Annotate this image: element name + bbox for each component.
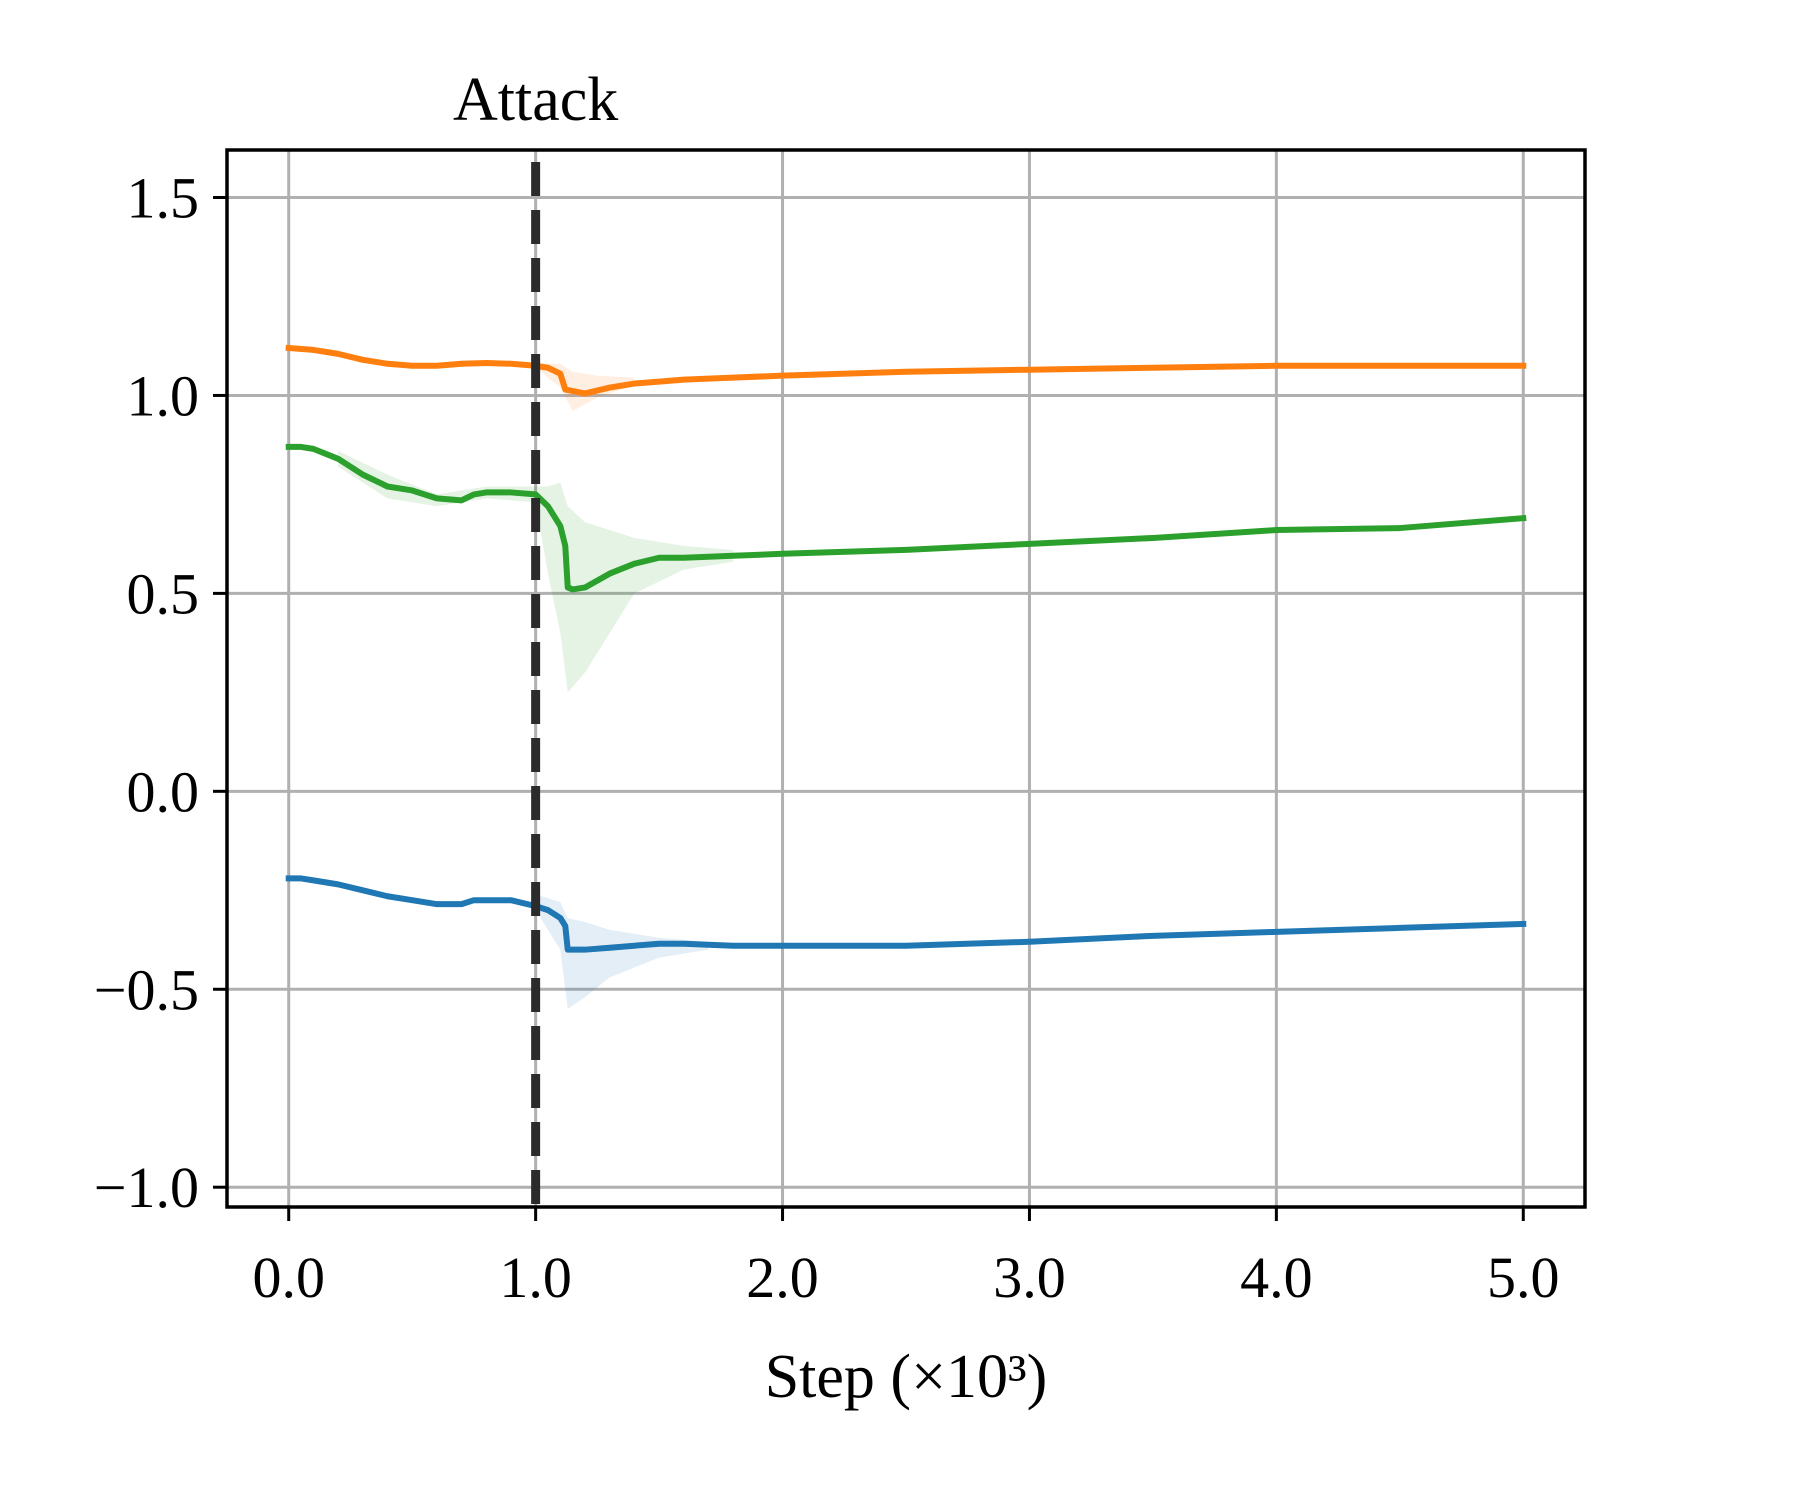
- plot-frame: [225, 148, 1587, 1209]
- series-line: [285, 443, 1527, 593]
- attack-annotation: Attack: [453, 66, 618, 1207]
- x-tick-label: 5.0: [1487, 1245, 1560, 1310]
- x-tick-label: 0.0: [252, 1245, 325, 1310]
- series-lines: [285, 344, 1527, 953]
- x-tick-label: 2.0: [746, 1245, 819, 1310]
- x-axis-ticks: 0.0 1.0 2.0 3.0 4.0 5.0: [252, 1207, 1560, 1310]
- x-tick-label: 4.0: [1240, 1245, 1313, 1310]
- attack-label: Attack: [453, 66, 618, 134]
- series-band: [535, 894, 709, 1010]
- y-tick-label: 0.0: [127, 759, 200, 824]
- y-tick-label: −0.5: [94, 957, 199, 1022]
- grid-lines: [227, 150, 1585, 1207]
- y-tick-label: 1.5: [127, 166, 200, 231]
- y-tick-label: −1.0: [94, 1155, 199, 1220]
- y-tick-label: 1.0: [127, 363, 200, 428]
- y-axis-ticks: −1.0 −0.5 0.0 0.5 1.0 1.5: [94, 166, 227, 1220]
- y-tick-label: 0.5: [127, 561, 200, 626]
- x-axis-label: Step (×10³): [765, 1343, 1048, 1411]
- x-tick-label: 3.0: [993, 1245, 1066, 1310]
- x-tick-label: 1.0: [499, 1245, 572, 1310]
- series-line: [285, 344, 1527, 397]
- series-line: [285, 875, 1527, 953]
